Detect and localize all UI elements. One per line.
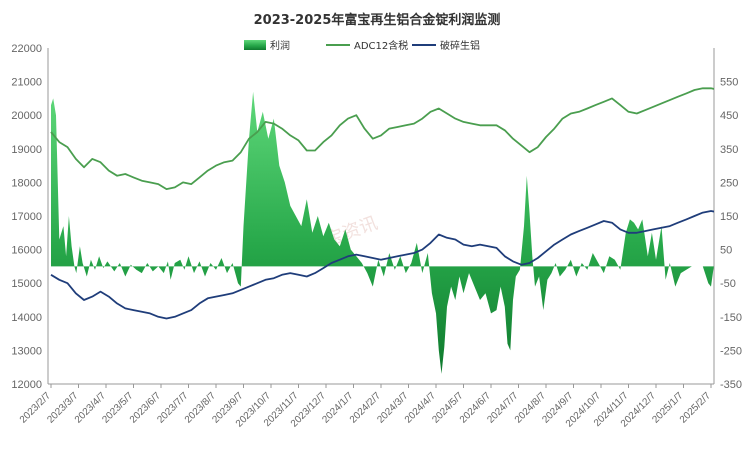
y-right-tick-label: 150: [720, 211, 738, 223]
y-right-tick-label: -250: [720, 345, 742, 357]
y-left-tick-label: 15000: [11, 278, 42, 290]
y-right-tick-label: 350: [720, 144, 738, 156]
y-right-tick-label: 250: [720, 177, 738, 189]
y-left-tick-label: 13000: [11, 345, 42, 357]
chart-title: 2023-2025年富宝再生铝合金锭利润监测: [254, 12, 501, 28]
legend-swatch-profit: [244, 40, 266, 50]
y-left-tick-label: 19000: [11, 144, 42, 156]
plot-area: [50, 87, 714, 374]
y-left-tick-label: 12000: [11, 379, 42, 391]
y-right-tick-label: -150: [720, 312, 742, 324]
y-left-tick-label: 18000: [11, 177, 42, 189]
y-right-tick-label: -350: [720, 379, 742, 391]
y-left-tick-label: 17000: [11, 211, 42, 223]
legend-label: 破碎生铝: [440, 39, 480, 52]
legend: 利润 ADC12含税 破碎生铝: [244, 39, 480, 52]
series-area-profit: [51, 91, 714, 374]
x-tick-label: 2025/2/7: [678, 390, 714, 426]
y-left-tick-label: 21000: [11, 77, 42, 89]
y-left-tick-label: 16000: [11, 245, 42, 257]
y-left-tick-label: 14000: [11, 312, 42, 324]
y-right-tick-label: 50: [720, 245, 732, 257]
legend-label: 利润: [270, 39, 290, 52]
y-right-tick-label: 550: [720, 77, 738, 89]
series-line-crushed-aluminum: [50, 210, 714, 320]
y-right-tick-label: 450: [720, 110, 738, 122]
y-left-tick-label: 20000: [11, 110, 42, 122]
series-line-adc12: [50, 87, 714, 190]
y-right-tick-label: -50: [720, 278, 736, 290]
y-left-tick-label: 22000: [11, 43, 42, 55]
legend-label: ADC12含税: [354, 39, 408, 52]
